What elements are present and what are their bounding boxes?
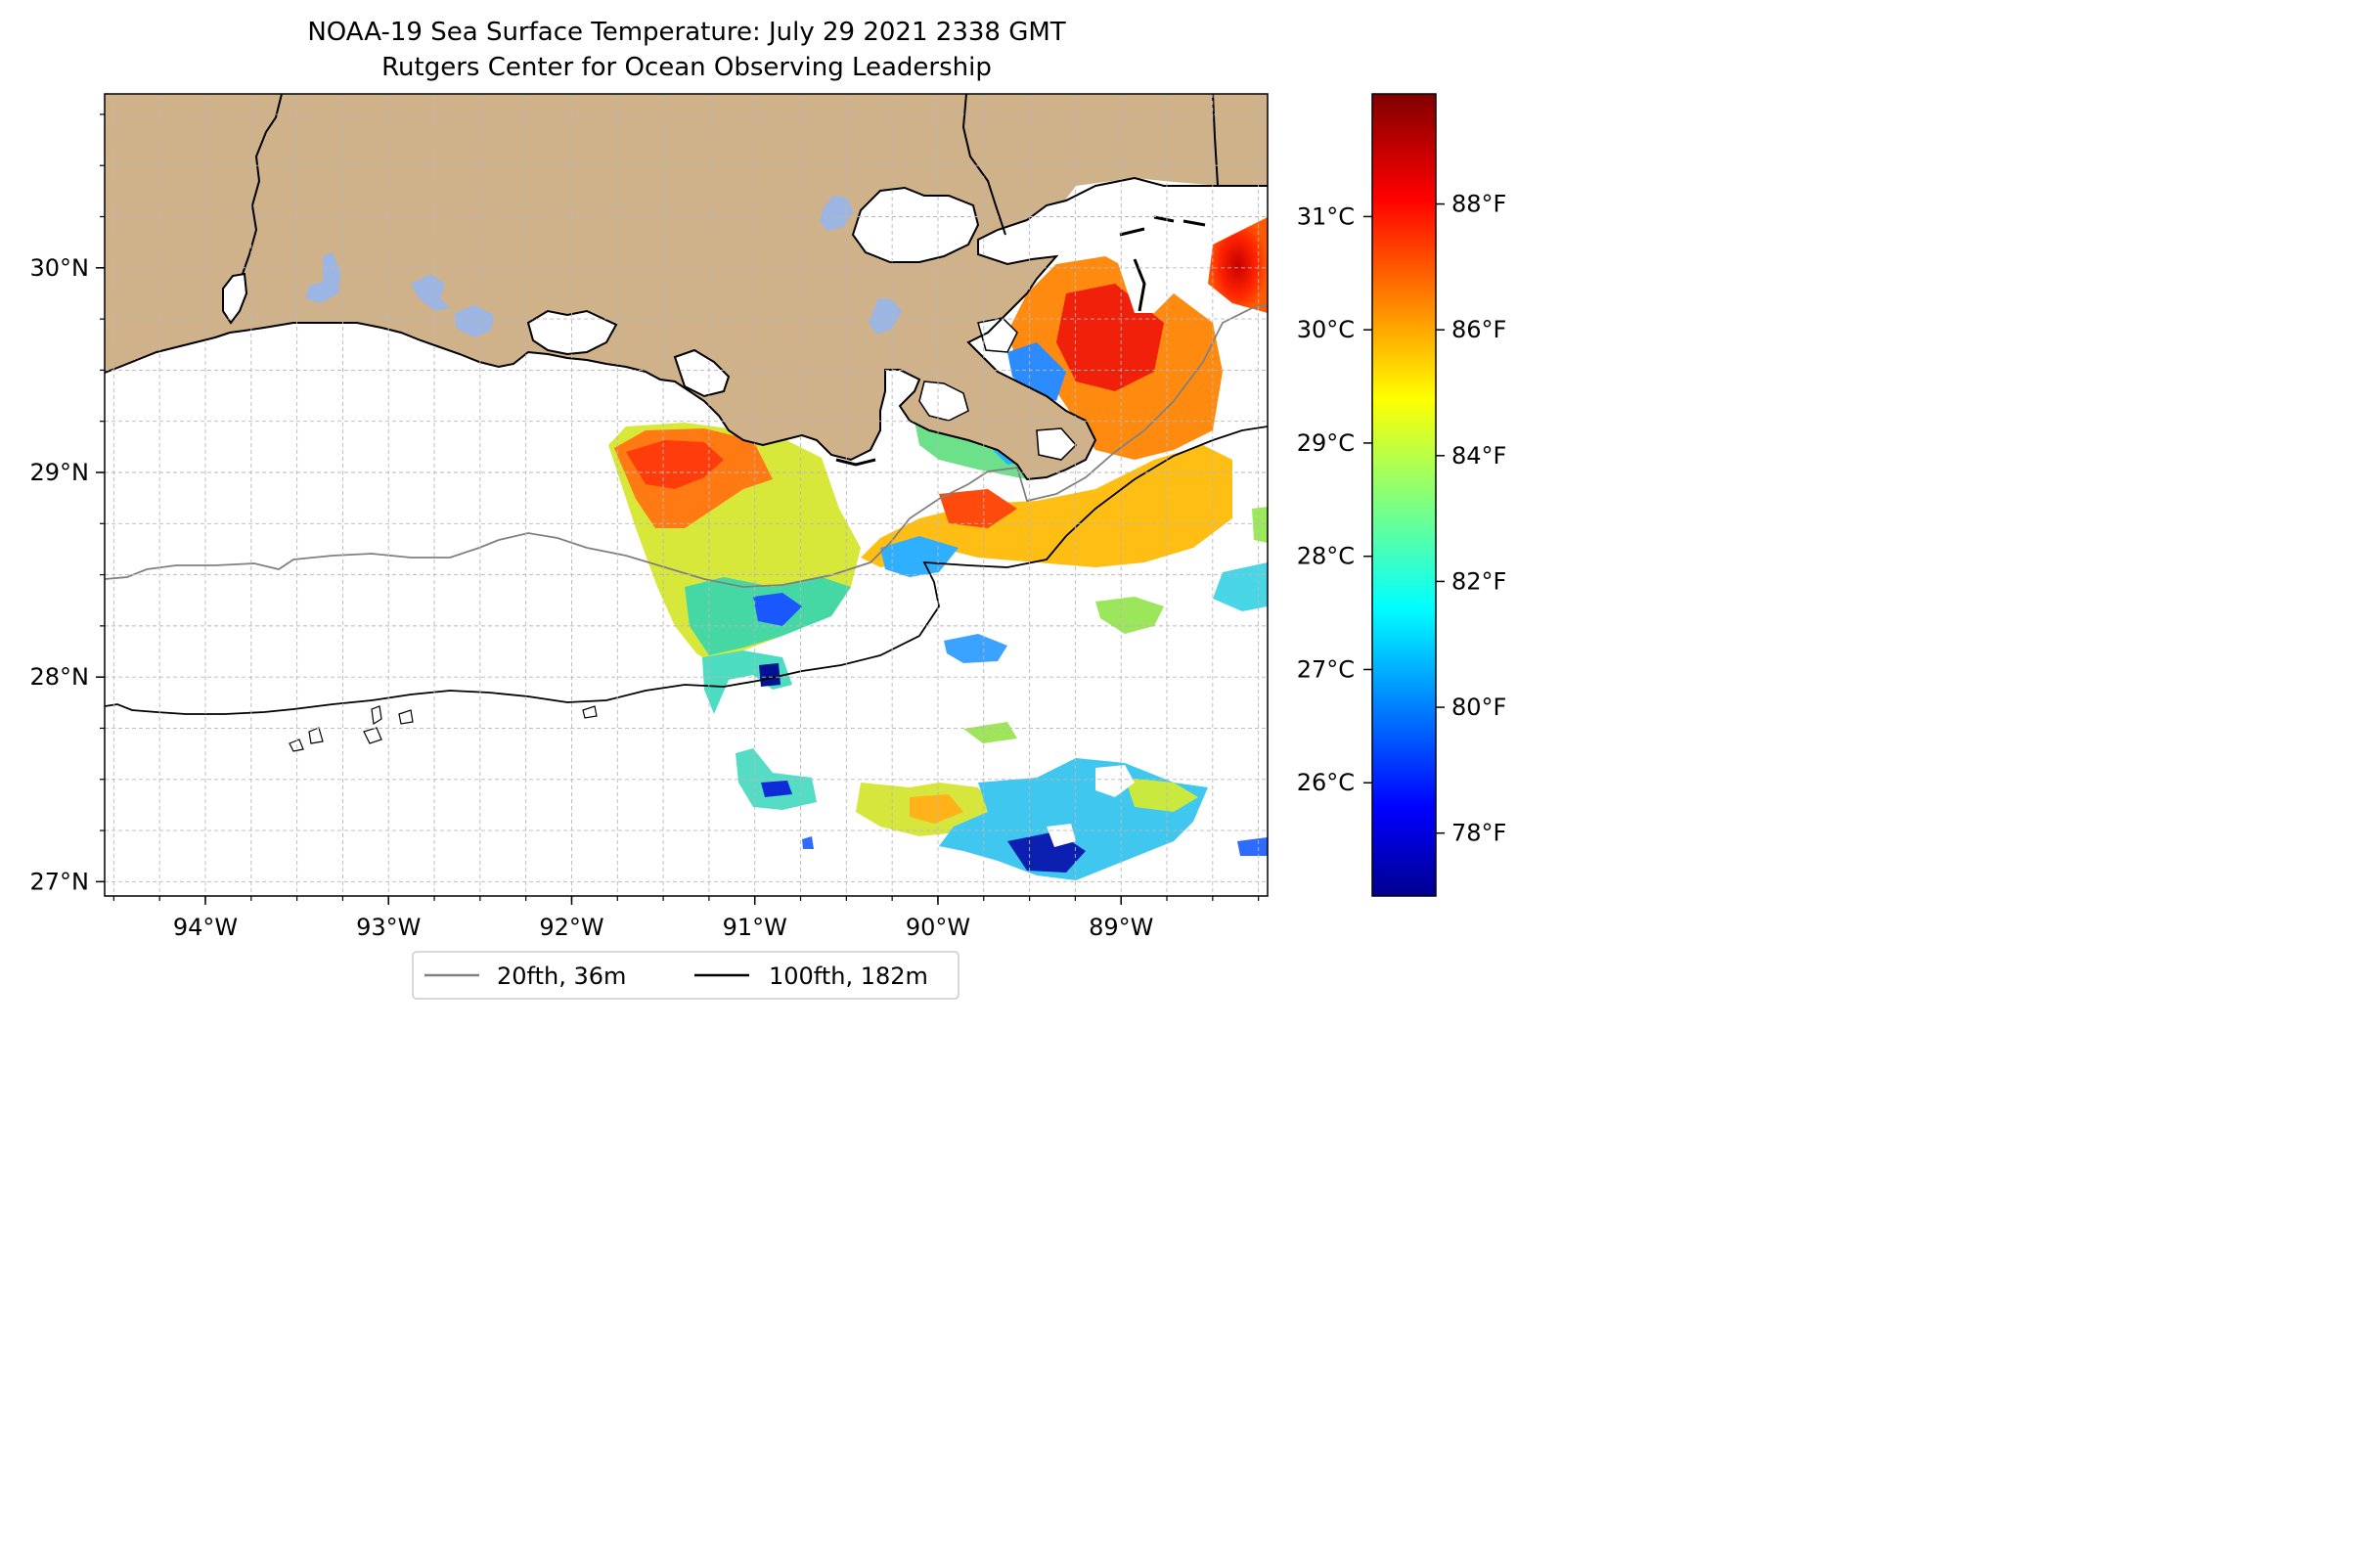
fahrenheit-tick-label: 82°F [1451,567,1506,595]
lat-tick-label: 30°N [30,254,90,282]
bank-1 [371,705,382,726]
celsius-tick-label: 31°C [1297,202,1355,230]
temperature-colorbar: 26°C 27°C 28°C 29°C 30°C 31°C 78°F 80°F 82°F 84°… [1297,93,1506,897]
coastline [105,176,1268,481]
gridlines [105,94,1268,896]
lake-shape-1 [305,252,340,303]
land-mass [105,94,1268,479]
sst-east-edge [1213,562,1268,611]
isobath-100fth [105,426,1268,715]
offshore-banks [289,705,598,752]
la-ms-border [961,94,1006,236]
sst-figure: 94°W 93°W 92°W 91°W 90°W 89°W 27°N 28°N 29°N 30°… [30,93,1506,1000]
sst-east-edge-2 [1252,507,1268,543]
sst-central-hot [939,489,1017,528]
sst-se-edge [1237,837,1268,856]
sst-swath-west-hot [626,440,724,489]
fahrenheit-tick-label: 86°F [1451,316,1506,343]
lon-tick-label: 93°W [356,914,421,941]
lat-tick-label: 27°N [30,868,90,895]
delta-bay-2 [1036,427,1078,461]
island-dash-3 [1119,227,1145,237]
legend-label-100fth: 100fth, 182m [769,963,928,990]
bank-6 [582,705,598,719]
sst-south-west-cold [761,781,792,797]
sst-south-east-hole [1095,765,1135,797]
sst-south-east-warm [1125,778,1198,812]
bank-2 [398,709,414,725]
vermilion-bay [526,309,618,356]
bank-3 [289,739,304,752]
island-dash-1 [1153,215,1175,223]
island-dash-2 [1182,219,1206,227]
island-dash-4 [1133,258,1146,312]
longitude-ticks: 94°W 93°W 92°W 91°W 90°W 89°W [112,896,1260,941]
fahrenheit-tick-label: 80°F [1451,694,1506,721]
colorbar-gradient [1371,93,1437,897]
tx-la-border [242,94,283,275]
latitude-ticks: 27°N 28°N 29°N 30°N [30,113,105,895]
barrier-islands [835,215,1206,467]
fahrenheit-tick-label: 78°F [1451,820,1506,847]
sst-south-central-warm [910,794,963,824]
celsius-tick-label: 29°C [1297,429,1355,457]
celsius-tick-label: 30°C [1297,316,1355,343]
sst-central-cool [880,536,959,577]
lon-tick-label: 92°W [539,914,603,941]
map-frame [104,93,1269,897]
sst-patch-mid-3 [963,722,1017,743]
lat-tick-label: 29°N [30,459,90,486]
sst-patch-mid-2 [944,634,1007,663]
lon-tick-label: 90°W [906,914,970,941]
figure-title: NOAA-19 Sea Surface Temperature: July 29… [307,18,1066,47]
island-dash-5 [835,458,876,467]
lake-shape-5 [869,298,902,335]
lon-tick-label: 94°W [173,914,238,941]
celsius-axis: 26°C 27°C 28°C 29°C 30°C 31°C [1297,202,1372,796]
barataria-bay [918,381,969,422]
lon-tick-label: 91°W [723,914,787,941]
celsius-tick-label: 28°C [1297,543,1355,570]
isobath-20fth [105,304,1268,588]
isobath-legend: 20fth, 36m 100fth, 182m [412,951,959,1000]
sst-ne-corner [1208,217,1268,313]
lon-tick-label: 89°W [1089,914,1153,941]
figure-subtitle: Rutgers Center for Ocean Observing Leade… [381,53,992,82]
sst-patch-mid-1 [1095,597,1164,634]
lat-tick-label: 28°N [30,663,90,691]
sst-speck [802,836,814,849]
lake-shape-3 [455,305,494,337]
celsius-tick-label: 26°C [1297,769,1355,796]
bank-4 [308,727,324,744]
chandeleur-sound [1061,178,1268,313]
lake-shape-4 [820,196,853,231]
lake-pontchartrain [851,186,980,263]
bank-5 [363,727,382,744]
fahrenheit-tick-label: 84°F [1451,442,1506,470]
sst-patch-sw-cold [759,663,781,687]
inland-lakes [305,196,902,337]
fahrenheit-axis: 78°F 80°F 82°F 84°F 86°F 88°F [1436,191,1506,847]
sst-swath-west-cold [753,593,802,626]
atchafalaya-bay [673,348,731,398]
sst-data-layer [608,217,1268,880]
fahrenheit-tick-label: 88°F [1451,191,1506,218]
sst-south-east-hole-2 [1047,824,1076,847]
map-area[interactable]: 94°W 93°W 92°W 91°W 90°W 89°W 27°N 28°N 29°N 30°… [30,93,1269,941]
celsius-tick-label: 27°C [1297,655,1355,683]
calcasieu-lake [222,272,248,325]
legend-label-20fth: 20fth, 36m [497,963,626,990]
legend-box [412,951,959,1000]
state-boundaries [242,94,1219,275]
lake-shape-2 [411,274,450,311]
ms-al-border [1212,94,1219,187]
